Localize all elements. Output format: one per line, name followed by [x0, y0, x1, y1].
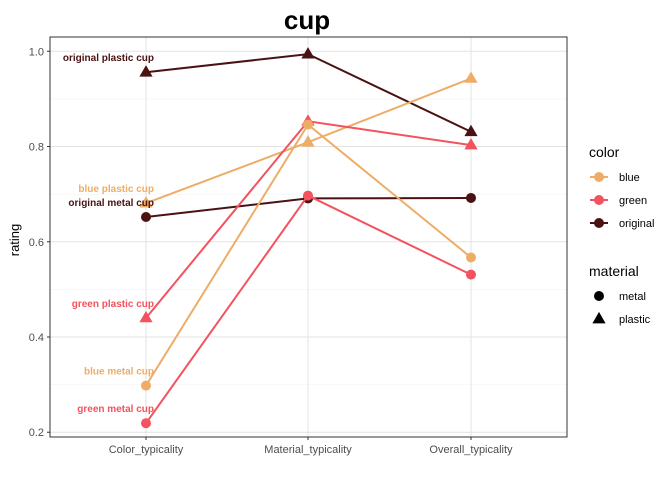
y-tick-label: 0.2 — [29, 427, 44, 439]
point-label: green metal cup — [77, 404, 154, 415]
y-tick-label: 0.8 — [29, 142, 44, 154]
data-point — [139, 65, 153, 77]
y-tick-label: 0.6 — [29, 237, 44, 249]
point-label: green plastic cup — [72, 299, 154, 310]
data-point — [466, 269, 476, 280]
point-label: blue metal cup — [84, 367, 154, 378]
legend-title-material: material — [589, 263, 639, 279]
data-point — [301, 135, 315, 147]
data-point — [303, 119, 313, 130]
data-point — [464, 71, 478, 83]
x-tick-label: Overall_typicality — [429, 444, 513, 456]
data-point — [464, 124, 478, 137]
data-point — [141, 212, 151, 222]
data-point — [139, 196, 153, 208]
panel-border — [49, 36, 568, 438]
legend-label-original: original — [619, 218, 654, 230]
data-point — [301, 47, 315, 59]
data-point — [141, 418, 151, 429]
data-point — [464, 138, 478, 150]
legend-label-blue: blue — [619, 172, 640, 184]
legend-label-metal: metal — [619, 291, 646, 303]
y-axis-title: rating — [7, 224, 22, 257]
data-point — [466, 252, 476, 263]
legend-label-green: green — [619, 195, 647, 207]
x-tick-label: Color_typicality — [109, 444, 184, 456]
legend: color blue green original material metal plast… — [589, 144, 654, 326]
point-label: blue plastic cup — [78, 184, 154, 195]
data-point — [141, 380, 151, 391]
legend-circle-icon — [594, 291, 604, 301]
legend-title-color: color — [589, 144, 620, 160]
data-point — [303, 190, 313, 201]
plot-area: 0.2 0.4 0.6 0.8 1.0 Color_typicality Material_… — [29, 36, 568, 456]
legend-key-point — [594, 172, 604, 182]
legend-label-plastic: plastic — [619, 314, 651, 326]
data-point — [139, 310, 153, 323]
y-tick-label: 0.4 — [29, 332, 44, 344]
legend-key-point — [594, 195, 604, 205]
data-point — [466, 192, 476, 203]
chart-title: cup — [284, 5, 330, 35]
legend-key-point — [594, 218, 604, 228]
point-label: original metal cup — [68, 198, 154, 209]
x-tick-label: Material_typicality — [264, 444, 352, 456]
point-label: original plastic cup — [63, 53, 154, 64]
legend-triangle-icon — [592, 311, 606, 324]
y-tick-label: 1.0 — [29, 46, 44, 58]
